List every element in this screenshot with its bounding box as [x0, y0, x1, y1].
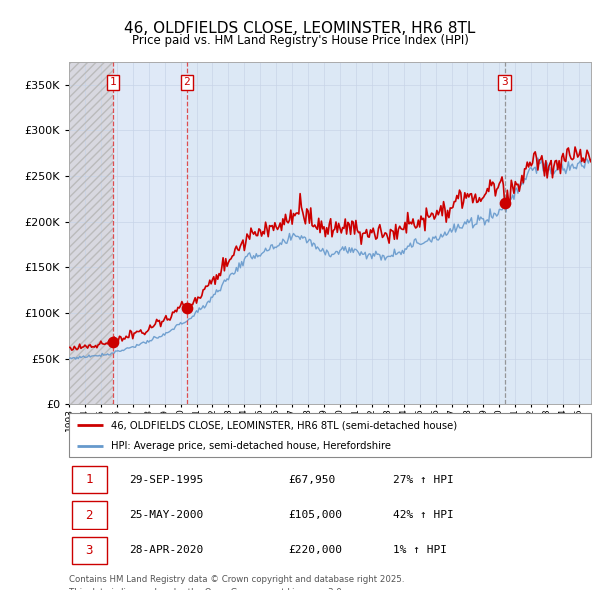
- Text: 1% ↑ HPI: 1% ↑ HPI: [392, 546, 446, 555]
- Bar: [113, 62, 187, 404]
- FancyBboxPatch shape: [69, 413, 591, 457]
- Text: Price paid vs. HM Land Registry's House Price Index (HPI): Price paid vs. HM Land Registry's House …: [131, 34, 469, 47]
- Text: Contains HM Land Registry data © Crown copyright and database right 2025.
This d: Contains HM Land Registry data © Crown c…: [69, 575, 404, 590]
- Point: [182, 304, 192, 313]
- FancyBboxPatch shape: [71, 466, 107, 493]
- Text: £67,950: £67,950: [288, 475, 335, 484]
- FancyBboxPatch shape: [71, 502, 107, 529]
- Text: 2: 2: [184, 77, 190, 87]
- Text: 28-APR-2020: 28-APR-2020: [129, 546, 203, 555]
- Text: 46, OLDFIELDS CLOSE, LEOMINSTER, HR6 8TL: 46, OLDFIELDS CLOSE, LEOMINSTER, HR6 8TL: [124, 21, 476, 35]
- Text: £220,000: £220,000: [288, 546, 342, 555]
- Text: 27% ↑ HPI: 27% ↑ HPI: [392, 475, 454, 484]
- FancyBboxPatch shape: [71, 537, 107, 564]
- Text: £105,000: £105,000: [288, 510, 342, 520]
- Text: 25-MAY-2000: 25-MAY-2000: [129, 510, 203, 520]
- Bar: [69, 62, 113, 404]
- Point: [500, 199, 509, 208]
- Text: 1: 1: [86, 473, 93, 486]
- Text: 3: 3: [86, 544, 93, 557]
- Text: 3: 3: [501, 77, 508, 87]
- Bar: [69, 62, 113, 404]
- Point: [108, 337, 118, 347]
- Text: 42% ↑ HPI: 42% ↑ HPI: [392, 510, 454, 520]
- Text: 46, OLDFIELDS CLOSE, LEOMINSTER, HR6 8TL (semi-detached house): 46, OLDFIELDS CLOSE, LEOMINSTER, HR6 8TL…: [111, 421, 457, 430]
- Text: 29-SEP-1995: 29-SEP-1995: [129, 475, 203, 484]
- Text: 2: 2: [86, 509, 93, 522]
- Text: 1: 1: [109, 77, 116, 87]
- Text: HPI: Average price, semi-detached house, Herefordshire: HPI: Average price, semi-detached house,…: [111, 441, 391, 451]
